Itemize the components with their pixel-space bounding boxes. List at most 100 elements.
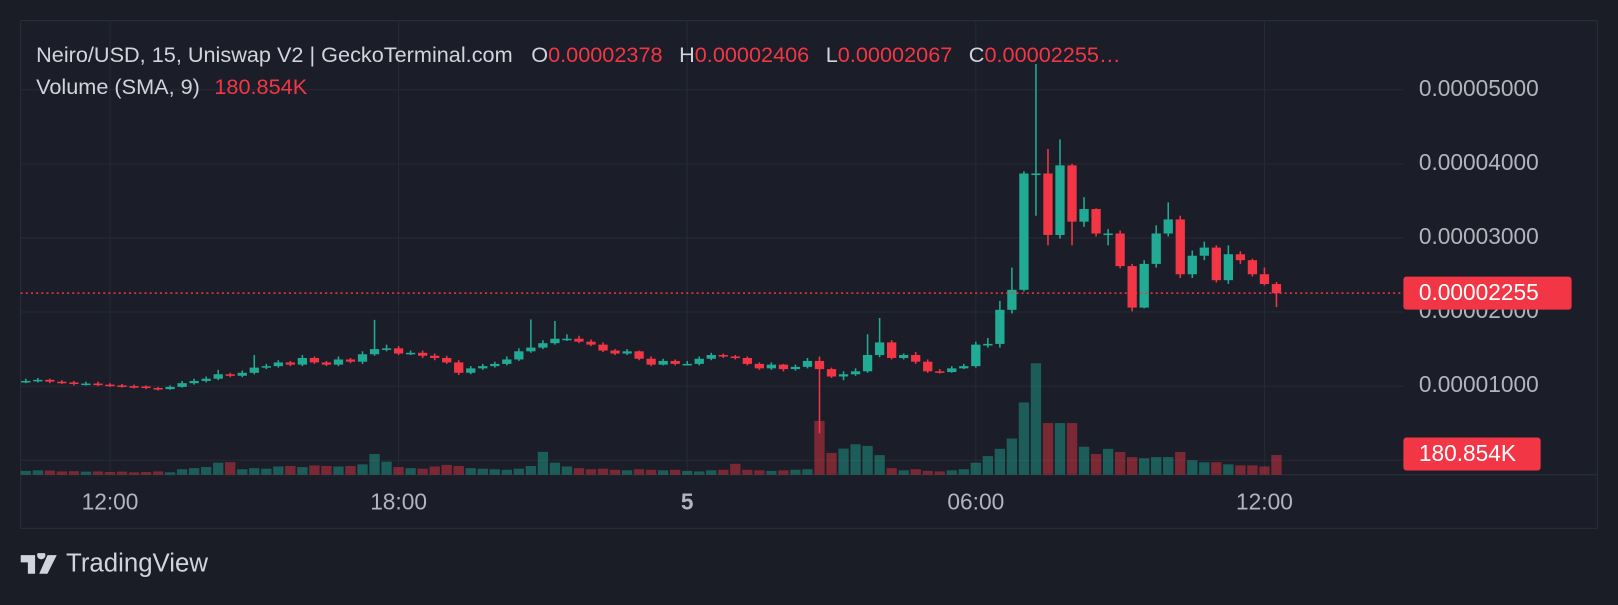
y-tick-label: 0.00005000 [1419, 75, 1539, 101]
candle-body [105, 384, 115, 387]
volume-bar [694, 471, 705, 475]
candle-body [45, 379, 55, 382]
candle-body [586, 341, 596, 345]
volume-bar [237, 469, 248, 475]
candle-body [1079, 209, 1089, 222]
volume-bar [994, 448, 1006, 475]
candle-body [466, 368, 476, 373]
brand-text: TradingView [66, 548, 209, 578]
volume-bar [922, 470, 933, 475]
volume-bar [213, 462, 224, 475]
volume-bar [20, 470, 31, 475]
volume-bar [585, 469, 597, 475]
candle-body [983, 343, 993, 346]
volume-bar [609, 469, 621, 475]
candle-body [1247, 260, 1258, 275]
candle-body [754, 363, 765, 369]
candle-body [622, 351, 632, 354]
volume-bar [958, 469, 969, 475]
legend-label: 0.00002378 [548, 43, 663, 68]
candle-body [201, 378, 211, 381]
candle-body [742, 357, 752, 364]
volume-bar [1187, 460, 1198, 475]
volume-value: 180.854K [214, 75, 308, 100]
volume-bar [537, 451, 549, 475]
volume-bar [862, 445, 873, 475]
volume-bar [730, 463, 741, 475]
volume-bar [886, 468, 897, 475]
volume-bar [453, 465, 464, 475]
volume-bar [357, 464, 368, 475]
volume-bar [1126, 457, 1138, 475]
candle-body [1091, 209, 1101, 234]
volume-bar [309, 465, 320, 475]
candle-body [502, 359, 512, 364]
candle-body [935, 371, 945, 373]
legend-key: C [968, 43, 985, 68]
volume-bar [465, 468, 476, 475]
candle-body [33, 379, 43, 382]
candle-body [21, 380, 31, 383]
candle-body [730, 356, 740, 359]
volume-bar [261, 468, 272, 475]
candle-body [610, 350, 620, 354]
volume-bar [273, 466, 284, 475]
volume-bar [790, 469, 801, 475]
volume-bar [525, 465, 537, 475]
candle-body [1007, 289, 1017, 310]
x-tick-label: 5 [681, 489, 694, 515]
candle-body [490, 363, 500, 367]
volume-bar [188, 468, 200, 475]
candle-body [81, 383, 91, 386]
candle-body [1271, 284, 1282, 294]
branding[interactable]: TradingView [20, 548, 209, 579]
legend-key: H [679, 43, 695, 68]
legend: Neiro/USD, 15, Uniswap V2 | GeckoTermina… [36, 39, 1135, 103]
candle-body [682, 363, 692, 366]
candle-body [430, 355, 440, 358]
candle-body [454, 362, 464, 373]
candle-body [189, 380, 199, 384]
candle-body [165, 386, 175, 390]
volume-bar [1271, 455, 1282, 475]
volume-bar [429, 466, 440, 475]
candle-body [1043, 173, 1053, 235]
volume-bars [20, 363, 1282, 475]
candle-body [718, 355, 728, 357]
candle-body [345, 359, 356, 362]
candle-body [405, 352, 416, 355]
candle-body [670, 360, 680, 364]
volume-bar [32, 470, 43, 475]
candle-body [333, 359, 344, 365]
candle-body [814, 360, 825, 370]
candle-body [1139, 263, 1149, 308]
volume-bar [934, 471, 945, 475]
candle-body [309, 357, 320, 363]
y-tick-label: 0.00003000 [1419, 223, 1539, 249]
candles [21, 63, 1282, 434]
candle-body [1067, 165, 1077, 222]
volume-bar [1199, 462, 1210, 475]
candle-body [826, 369, 837, 377]
volume-bar [249, 468, 260, 475]
chart-pane [20, 20, 1598, 529]
legend-title: Neiro/USD, 15, Uniswap V2 | GeckoTermina… [36, 43, 513, 68]
volume-bar [1259, 466, 1270, 475]
volume-bar [128, 472, 140, 475]
volume-bar [1090, 454, 1102, 475]
volume-bar [874, 455, 885, 475]
candle-body [574, 338, 584, 342]
candle-body [237, 372, 247, 376]
price-label-box [1403, 276, 1572, 310]
x-tick-label: 12:00 [1236, 489, 1293, 515]
candle-body [959, 366, 969, 369]
candle-body [285, 362, 296, 365]
volume-bar [441, 464, 452, 475]
candle-body [995, 309, 1005, 344]
candle-body [478, 366, 488, 369]
candle-body [249, 367, 259, 373]
grid [20, 20, 1404, 475]
volume-bar [321, 465, 332, 475]
volume-bar [597, 468, 609, 475]
candle-body [923, 361, 933, 372]
